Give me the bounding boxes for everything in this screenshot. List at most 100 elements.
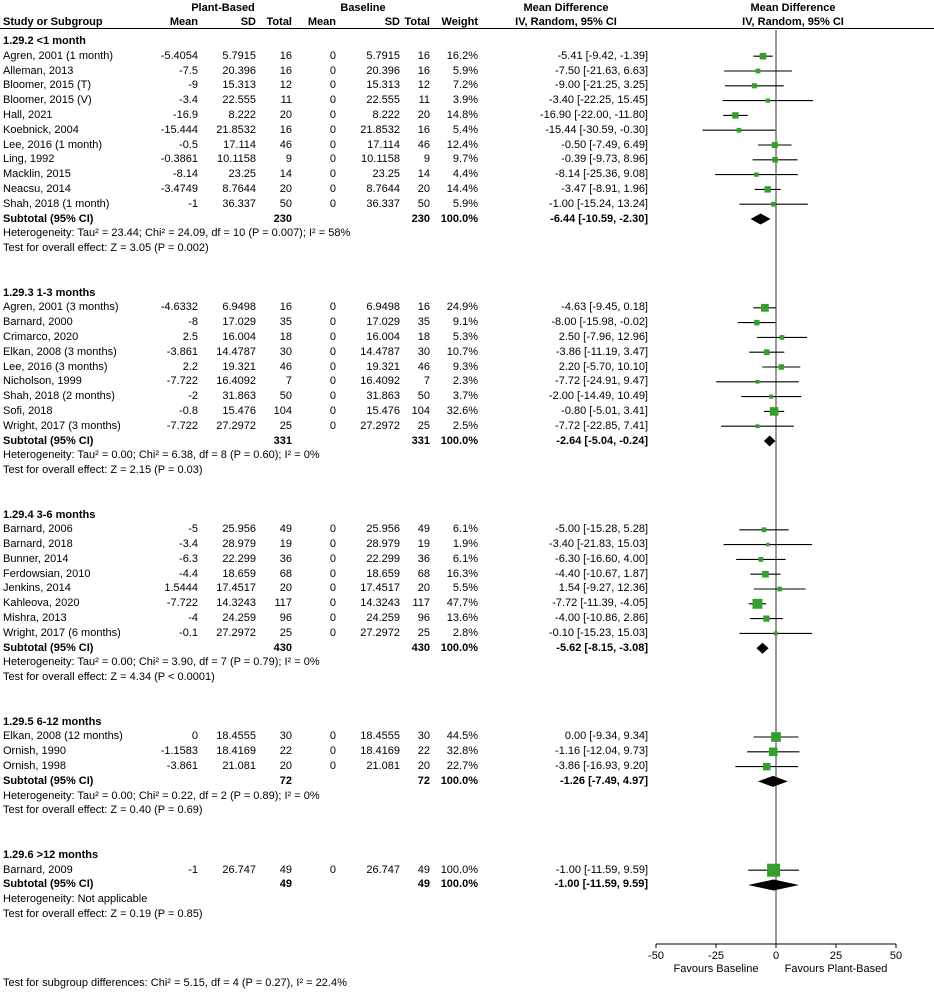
bl-total: 20 (417, 108, 430, 121)
study-name: Wright, 2017 (6 months) (3, 626, 121, 639)
bl-total: 20 (417, 582, 430, 595)
effect-square (769, 407, 779, 416)
study-name: Neacsu, 2014 (3, 182, 71, 195)
ci-text: -2.64 [-5.04, -0.24] (556, 434, 648, 447)
bl-sd: 22.555 (366, 94, 400, 107)
pb-total: 30 (279, 345, 292, 358)
weight: 4.4% (452, 168, 478, 181)
study-row: Agren, 2001 (3 months) -4.6332 6.9498 16 0 6.… (0, 300, 652, 315)
pb-mean: -9 (188, 79, 198, 92)
bl-total: 19 (417, 538, 430, 551)
pb-mean: -0.3861 (160, 153, 198, 166)
weight: 5.3% (452, 330, 478, 343)
ci-text: -1.00 [-15.24, 13.24] (548, 197, 648, 210)
pb-sd: 22.299 (222, 552, 256, 565)
study-name: Nicholson, 1999 (3, 375, 82, 388)
bl-sd: 25.956 (366, 523, 400, 536)
bl-sd: 16.4092 (360, 375, 400, 388)
ci-text: -3.40 [-22.25, 15.45] (548, 94, 648, 107)
bl-total: 50 (417, 390, 430, 403)
heterogeneity-text: Heterogeneity: Tau² = 23.44; Chi² = 24.0… (3, 227, 351, 240)
bl-sd: 28.979 (366, 538, 400, 551)
weight: 100.0% (440, 434, 478, 447)
pb-sd: 21.8532 (216, 123, 256, 136)
heterogeneity-row: Heterogeneity: Tau² = 0.00; Chi² = 3.90,… (0, 655, 652, 670)
subtotal-row: Subtotal (95% CI) 331 331 100.0% -2.64 [-5.0… (0, 434, 652, 449)
bl-sd: 27.2972 (360, 419, 400, 432)
bl-sd: 26.747 (366, 863, 400, 876)
study-name: Elkan, 2008 (3 months) (3, 345, 117, 358)
effect-square (761, 527, 767, 533)
mean-difference-text-header: Mean Difference (523, 2, 609, 14)
study-row: Barnard, 2006 -5 25.956 49 0 25.956 49 6.1% -5.0… (0, 522, 652, 537)
bl-mean: 0 (329, 64, 336, 77)
weight: 5.9% (452, 197, 478, 210)
pb-total: 49 (279, 863, 292, 876)
pb-sd: 31.863 (222, 390, 256, 403)
effect-square (755, 424, 760, 429)
bl-sd: 21.081 (366, 760, 400, 773)
ci-text: 1.54 [-9.27, 12.36] (558, 582, 648, 595)
study-name: Macklin, 2015 (3, 168, 71, 181)
weight: 5.9% (452, 64, 478, 77)
effect-square (752, 598, 763, 609)
effect-square (763, 349, 770, 356)
effect-square (755, 68, 761, 74)
bl-mean: 0 (329, 301, 336, 314)
weight: 16.3% (446, 567, 478, 580)
bl-sd: 18.4555 (360, 730, 400, 743)
header-row-groups: Plant-Based Baseline Mean Difference Mea… (0, 1, 934, 15)
bl-total: 331 (411, 434, 430, 447)
effect-square (762, 570, 769, 578)
ci-text: -2.00 [-14.49, 10.49] (548, 390, 648, 403)
bl-total: 72 (417, 774, 430, 787)
weight: 5.5% (452, 582, 478, 595)
pb-total: 35 (279, 316, 292, 329)
study-row: Jenkins, 2014 1.5444 17.4517 20 0 17.4517 20 5.… (0, 581, 652, 596)
weight: 100.0% (440, 212, 478, 225)
pb-sd: 28.979 (222, 538, 256, 551)
effect-square (754, 319, 760, 326)
study-name: Barnard, 2000 (3, 316, 73, 329)
pb-total: 117 (274, 597, 292, 610)
subtotal-label: Subtotal (95% CI) (3, 878, 94, 891)
ci-text: -8.00 [-15.98, -0.02] (551, 316, 648, 329)
ci-text: -3.86 [-16.93, 9.20] (555, 760, 648, 773)
study-name: Hall, 2021 (3, 108, 53, 121)
subgroup-title: 1.29.5 6-12 months (0, 715, 652, 730)
weight: 10.7% (446, 345, 478, 358)
bl-total: 16 (417, 123, 430, 136)
bl-mean: 0 (329, 597, 336, 610)
effect-square (759, 52, 767, 60)
ci-text: -3.86 [-11.19, 3.47] (555, 345, 648, 358)
heterogeneity-text: Heterogeneity: Tau² = 0.00; Chi² = 0.22,… (3, 789, 320, 802)
bl-sd: 14.4787 (360, 345, 400, 358)
pb-sd: 36.337 (222, 197, 256, 210)
subtotal-diamond (750, 213, 771, 225)
weight: 14.4% (446, 182, 478, 195)
group2-header: Baseline (340, 2, 386, 14)
blank-row (0, 818, 652, 833)
pb-mean: -15.444 (160, 123, 198, 136)
bl-sd: 10.1158 (361, 153, 400, 166)
bl-sd: 36.337 (366, 197, 400, 210)
bl-mean: 0 (329, 745, 336, 758)
pb-mean: -5 (188, 523, 198, 536)
bl-sd: 15.476 (366, 404, 400, 417)
subgroup-title: 1.29.6 >12 months (0, 848, 652, 863)
overall-effect-text: Test for overall effect: Z = 4.34 (P < 0… (3, 671, 215, 684)
study-name: Ferdowsian, 2010 (3, 567, 91, 580)
bl-mean: 0 (329, 168, 336, 181)
weight: 32.6% (446, 404, 478, 417)
pb-sd: 22.555 (222, 94, 256, 107)
bl-sd: 16.004 (366, 330, 400, 343)
effect-square (771, 732, 781, 742)
heterogeneity-row: Heterogeneity: Not applicable (0, 892, 652, 907)
ci-text: -3.40 [-21.83, 15.03] (548, 538, 648, 551)
heterogeneity-text: Heterogeneity: Tau² = 0.00; Chi² = 6.38,… (3, 449, 320, 462)
pb-mean: -3.4749 (160, 182, 198, 195)
pb-sd: 18.659 (222, 567, 256, 580)
study-name: Shah, 2018 (1 month) (3, 197, 110, 210)
bl-total: 50 (417, 197, 430, 210)
effect-square (773, 631, 778, 636)
